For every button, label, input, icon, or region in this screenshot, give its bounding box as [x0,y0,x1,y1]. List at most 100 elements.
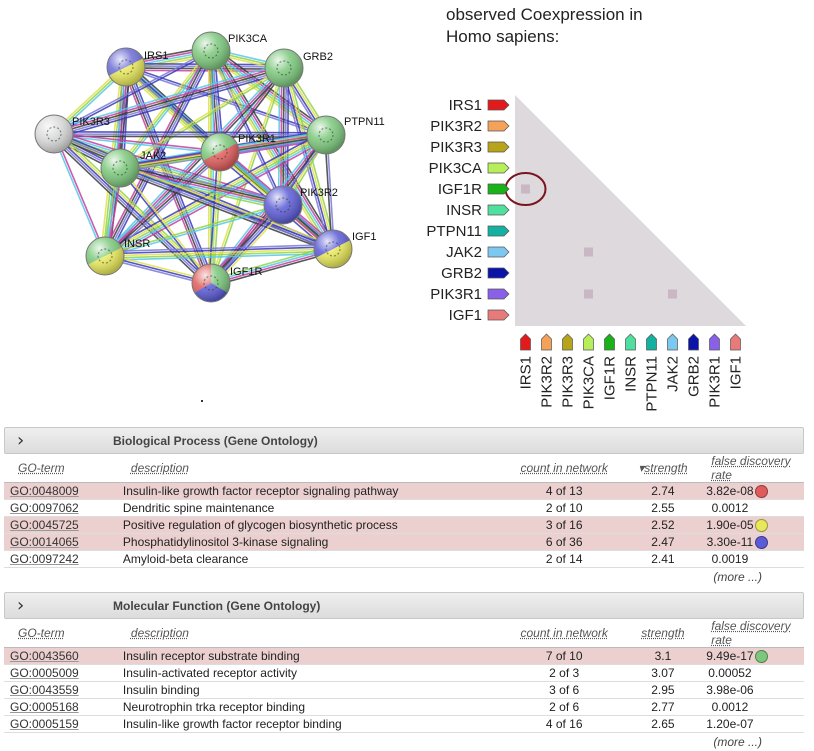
network-edge [211,249,334,285]
network-edge [124,67,211,284]
color-toggle[interactable] [754,482,804,500]
row-fdr: 3.98e-06 [705,681,755,699]
table-row[interactable]: GO:0043560 Insulin receptor substrate bin… [4,647,804,665]
node-pik3r3[interactable] [34,114,74,154]
go-term-link[interactable]: GO:0005159 [4,715,123,733]
col-description[interactable]: description [122,454,508,483]
col-count[interactable]: count in network [507,454,621,483]
node-jak2[interactable] [100,148,140,188]
mf-more-link[interactable]: (more ...) [713,735,762,749]
row-color-tag [487,246,510,258]
color-toggle[interactable] [754,516,804,534]
color-toggle[interactable] [754,664,804,682]
col-label: JAK2 [665,356,682,392]
go-term-link[interactable]: GO:0043560 [4,647,123,665]
row-strength: 2.77 [620,698,706,716]
bp-section-header[interactable]: › Biological Process (Gene Ontology) [4,427,804,454]
node-insr[interactable] [85,236,125,276]
col-strength[interactable]: strength [620,619,706,648]
coexpression-matrix[interactable]: IRS1IRS1PIK3R2PIK3R2PIK3R3PIK3R3PIK3CAPI… [420,90,760,425]
bp-table: GO-term description count in network ▾st… [4,454,804,568]
node-grb2[interactable] [264,48,304,88]
network-edge [50,136,209,287]
row-strength: 2.52 [620,516,706,534]
col-goterm[interactable]: GO-term [4,619,123,648]
coexpression-cell[interactable] [584,289,593,299]
node-igf1[interactable] [313,229,353,269]
coexpression-cell[interactable] [584,247,593,257]
row-strength: 3.1 [620,647,706,665]
table-row[interactable]: GO:0005159 Insulin-like growth factor rec… [4,715,804,733]
color-dot-icon[interactable] [754,485,768,499]
col-fdr[interactable]: false discovery rate [705,619,804,648]
col-fdr[interactable]: false discovery rate [705,454,804,483]
table-row[interactable]: GO:0043559 Insulin binding 3 of 6 2.95 3.98e… [4,681,804,699]
table-row[interactable]: GO:0014065 Phosphatidylinositol 3-kinase … [4,533,804,551]
node-pik3r2[interactable] [263,185,303,225]
row-label: IGF1 [449,307,482,324]
go-term-link[interactable]: GO:0097062 [4,499,123,517]
coexpression-cell[interactable] [521,184,530,194]
col-goterm[interactable]: GO-term [4,454,123,483]
coexpression-cell[interactable] [668,289,677,299]
col-count[interactable]: count in network [507,619,621,648]
color-toggle[interactable] [754,550,804,568]
color-toggle[interactable] [754,698,804,716]
row-strength: 2.65 [620,715,706,733]
table-row[interactable]: GO:0045725 Positive regulation of glycoge… [4,516,804,534]
color-dot-icon[interactable] [754,519,768,533]
go-term-link[interactable]: GO:0014065 [4,533,123,551]
interaction-network[interactable]: IRS1 PIK3CA GRB2 PIK3R3 PTPN11 PIK3R1 JAK2 PIK3… [0,0,410,320]
table-row[interactable]: GO:0097062 Dendritic spine maintenance 2 o… [4,499,804,517]
network-edge [120,165,284,204]
col-strength[interactable]: ▾strength [620,454,706,483]
node-label: PTPN11 [344,116,385,128]
node-pik3r1[interactable] [200,132,240,172]
network-edge [104,246,333,255]
node-ptpn11[interactable] [306,115,346,155]
go-term-link[interactable]: GO:0005009 [4,664,123,682]
mf-section-header[interactable]: › Molecular Function (Gene Ontology) [4,592,804,619]
table-row[interactable]: GO:0005168 Neurotrophin trka receptor bin… [4,698,804,716]
chevron-right-icon[interactable]: › [17,430,25,451]
node-irs1[interactable] [106,47,146,87]
row-label: IGF1R [438,181,482,198]
table-row[interactable]: GO:0097242 Amyloid-beta clearance 2 of 14 2… [4,550,804,568]
color-toggle[interactable] [754,681,804,699]
row-label: PIK3R2 [430,118,482,135]
node-pik3ca[interactable] [191,31,231,71]
node-igf1r[interactable] [191,263,231,303]
color-toggle[interactable] [754,715,804,733]
bp-more-link[interactable]: (more ...) [713,570,762,584]
network-edge [121,51,214,170]
network-edge [54,132,221,152]
go-term-link[interactable]: GO:0045725 [4,516,123,534]
row-strength: 2.41 [620,550,706,568]
node-label: IRS1 [144,50,168,62]
network-edge [120,164,335,247]
color-toggle[interactable] [754,533,804,551]
go-term-link[interactable]: GO:0048009 [4,482,123,500]
color-dot-icon[interactable] [754,536,768,550]
network-edge [106,138,329,261]
network-edge [282,68,333,250]
table-row[interactable]: GO:0048009 Insulin-like growth factor rec… [4,482,804,500]
row-fdr: 3.30e-11 [705,533,755,551]
row-color-tag [487,99,510,111]
go-term-link[interactable]: GO:0097242 [4,550,123,568]
row-color-tag [487,288,510,300]
col-description[interactable]: description [122,619,508,648]
color-dot-icon[interactable] [754,650,768,664]
table-row[interactable]: GO:0005009 Insulin-activated receptor act… [4,664,804,682]
col-label: INSR [623,356,640,392]
row-count: 2 of 14 [507,550,621,568]
network-edge [120,166,334,249]
go-term-link[interactable]: GO:0005168 [4,698,123,716]
row-description: Insulin receptor substrate binding [122,647,508,665]
color-toggle[interactable] [754,499,804,517]
row-description: Insulin binding [122,681,508,699]
network-edge [105,152,222,258]
color-toggle[interactable] [754,647,804,665]
go-term-link[interactable]: GO:0043559 [4,681,123,699]
chevron-right-icon[interactable]: › [17,595,25,616]
